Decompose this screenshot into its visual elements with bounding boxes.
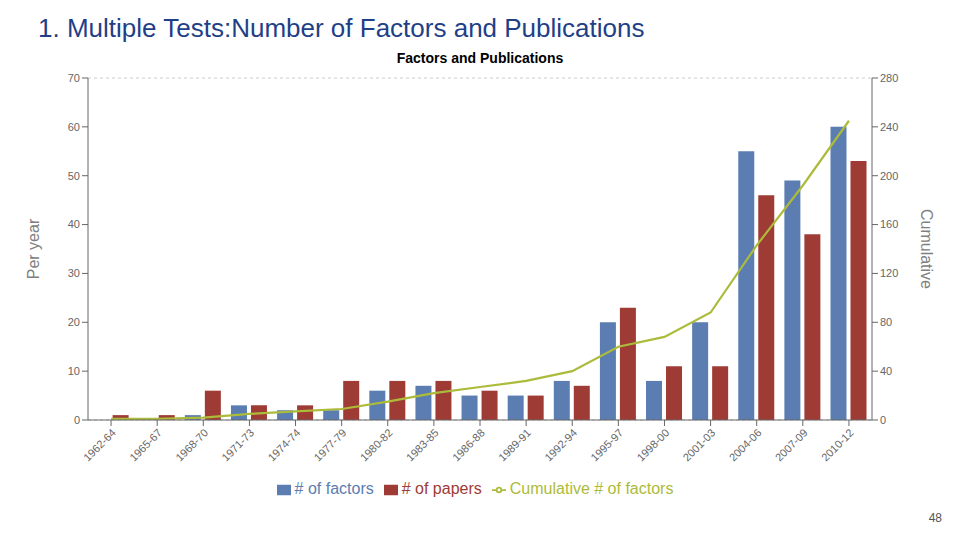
svg-text:60: 60 [68, 121, 80, 133]
svg-text:1965-67: 1965-67 [127, 426, 164, 463]
svg-text:1989-91: 1989-91 [496, 426, 533, 463]
svg-text:10: 10 [68, 365, 80, 377]
svg-text:0: 0 [880, 414, 886, 426]
svg-text:30: 30 [68, 267, 80, 279]
svg-text:Per year: Per year [25, 218, 42, 279]
svg-text:1980-82: 1980-82 [358, 426, 395, 463]
svg-text:200: 200 [880, 170, 898, 182]
svg-text:1971-73: 1971-73 [219, 426, 256, 463]
svg-text:2001-03: 2001-03 [680, 426, 717, 463]
html-text:Cumulative # of factors: Cumulative # of factors [509, 480, 674, 497]
svg-text:1998-00: 1998-00 [634, 426, 671, 463]
svg-text:70: 70 [68, 72, 80, 84]
svg-text:1962-64: 1962-64 [81, 426, 118, 463]
svg-text:20: 20 [68, 316, 80, 328]
html-text:48: 48 [928, 511, 942, 525]
svg-text:40: 40 [880, 365, 892, 377]
svg-text:1995-97: 1995-97 [588, 426, 625, 463]
svg-text:40: 40 [68, 218, 80, 230]
svg-text:Cumulative: Cumulative [918, 209, 935, 289]
svg-text:1977-79: 1977-79 [312, 426, 349, 463]
svg-text:120: 120 [880, 267, 898, 279]
svg-text:160: 160 [880, 218, 898, 230]
svg-text:50: 50 [68, 170, 80, 182]
svg-text:280: 280 [880, 72, 898, 84]
svg-text:2007-09: 2007-09 [773, 426, 810, 463]
html-text:1. Multiple Tests:Number of Fa: 1. Multiple Tests:Number of Factors and … [38, 13, 645, 43]
svg-text:0: 0 [74, 414, 80, 426]
svg-text:1992-94: 1992-94 [542, 426, 579, 463]
svg-text:1968-70: 1968-70 [173, 426, 210, 463]
svg-text:80: 80 [880, 316, 892, 328]
svg-text:1974-74: 1974-74 [265, 426, 302, 463]
svg-text:1983-85: 1983-85 [404, 426, 441, 463]
svg-text:1986-88: 1986-88 [450, 426, 487, 463]
svg-text:240: 240 [880, 121, 898, 133]
svg-text:2010-12: 2010-12 [819, 426, 856, 463]
svg-text:2004-06: 2004-06 [727, 426, 764, 463]
html-text:# of factors: # of factors [294, 480, 374, 497]
html-text:# of papers: # of papers [401, 480, 482, 497]
html-text:Factors and Publications: Factors and Publications [396, 50, 564, 66]
